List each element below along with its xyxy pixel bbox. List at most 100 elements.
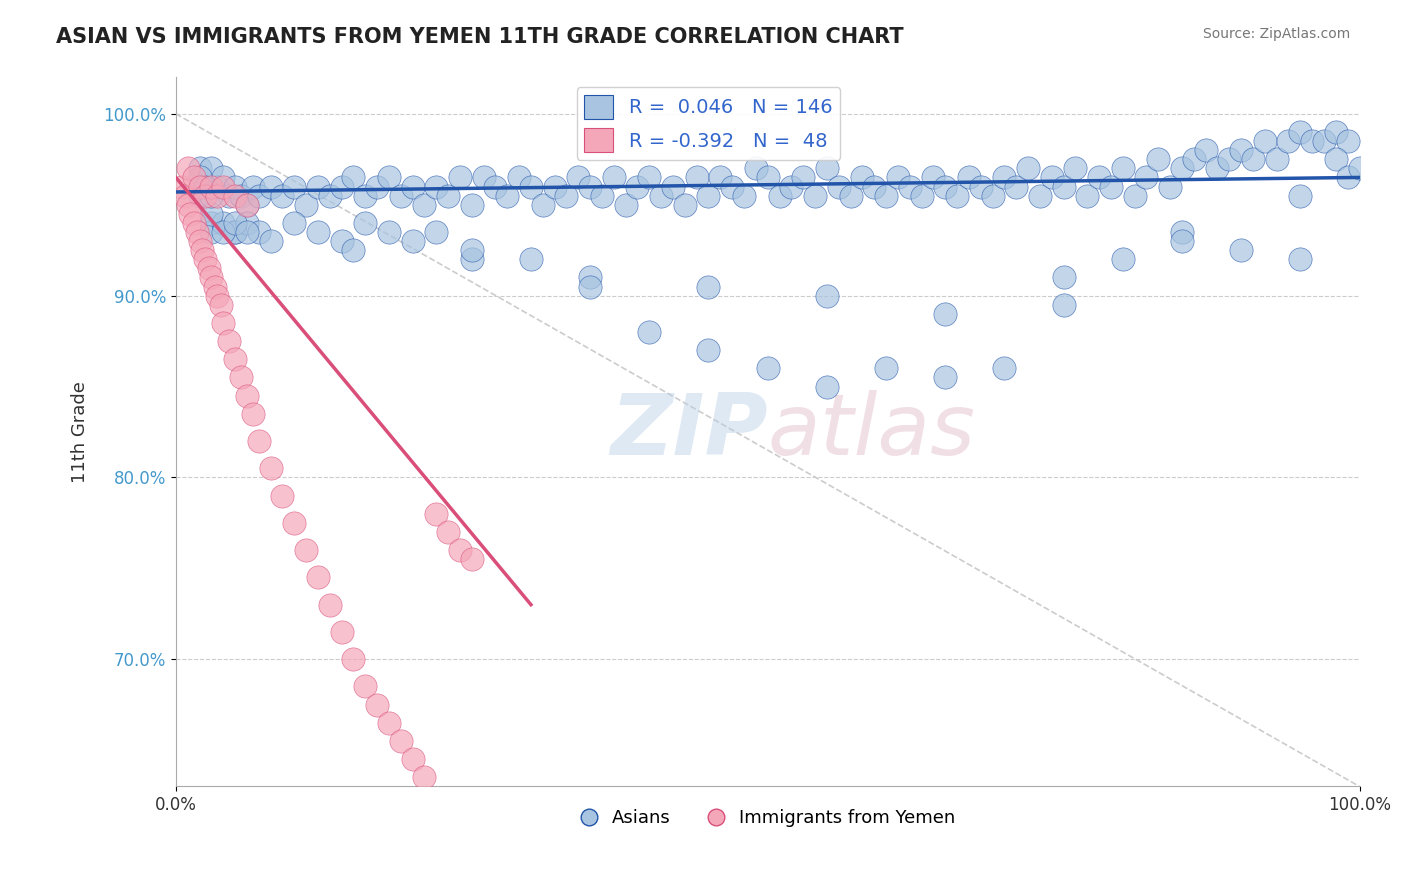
Point [520, 179, 543, 194]
Point [875, 188, 897, 202]
Point [662, 179, 685, 194]
Point [194, 179, 217, 194]
Point [697, 279, 720, 293]
Point [449, 170, 471, 185]
Point [200, 161, 222, 176]
Point [1064, 161, 1087, 176]
Point [851, 170, 873, 185]
Point [271, 489, 294, 503]
Point [209, 298, 232, 312]
Point [461, 252, 484, 267]
Point [354, 216, 377, 230]
Point [236, 388, 259, 402]
Point [1324, 153, 1347, 167]
Point [295, 543, 318, 558]
Point [224, 225, 246, 239]
Point [283, 179, 305, 194]
Point [934, 370, 956, 384]
Point [697, 343, 720, 358]
Point [188, 161, 211, 176]
Point [721, 179, 744, 194]
Point [188, 234, 211, 248]
Point [685, 170, 707, 185]
Point [1206, 161, 1229, 176]
Point [183, 216, 205, 230]
Point [319, 188, 342, 202]
Point [1230, 243, 1253, 257]
Point [815, 288, 838, 302]
Point [1112, 161, 1135, 176]
Point [183, 170, 205, 185]
Point [307, 179, 329, 194]
Point [1171, 225, 1194, 239]
Point [1313, 134, 1336, 148]
Point [815, 379, 838, 393]
Point [218, 334, 240, 348]
Point [342, 652, 364, 666]
Y-axis label: 11th Grade: 11th Grade [72, 381, 89, 483]
Point [295, 197, 318, 211]
Point [1289, 125, 1312, 139]
Point [194, 179, 217, 194]
Text: ASIAN VS IMMIGRANTS FROM YEMEN 11TH GRADE CORRELATION CHART: ASIAN VS IMMIGRANTS FROM YEMEN 11TH GRAD… [56, 27, 904, 46]
Point [638, 170, 661, 185]
Point [170, 179, 193, 194]
Point [1289, 188, 1312, 202]
Point [191, 243, 214, 257]
Point [242, 179, 264, 194]
Point [1159, 179, 1181, 194]
Point [179, 207, 201, 221]
Point [259, 234, 281, 248]
Point [389, 188, 412, 202]
Point [1182, 153, 1205, 167]
Point [508, 170, 530, 185]
Point [567, 170, 589, 185]
Point [1147, 153, 1170, 167]
Point [1171, 234, 1194, 248]
Point [236, 197, 259, 211]
Text: ZIP: ZIP [610, 391, 768, 474]
Point [449, 543, 471, 558]
Point [354, 680, 377, 694]
Point [218, 188, 240, 202]
Point [1337, 170, 1360, 185]
Point [229, 188, 252, 202]
Point [887, 170, 910, 185]
Point [1241, 153, 1264, 167]
Point [756, 170, 779, 185]
Point [934, 307, 956, 321]
Point [745, 161, 768, 176]
Point [1171, 161, 1194, 176]
Point [1289, 252, 1312, 267]
Point [1123, 188, 1146, 202]
Text: atlas: atlas [768, 391, 976, 474]
Point [188, 179, 211, 194]
Point [591, 188, 613, 202]
Point [1052, 298, 1074, 312]
Point [259, 461, 281, 475]
Point [910, 188, 932, 202]
Point [804, 188, 827, 202]
Point [236, 197, 259, 211]
Point [425, 179, 447, 194]
Point [212, 179, 235, 194]
Point [898, 179, 921, 194]
Point [330, 234, 353, 248]
Point [247, 225, 270, 239]
Point [650, 188, 672, 202]
Point [768, 188, 790, 202]
Point [815, 161, 838, 176]
Point [1029, 188, 1052, 202]
Point [461, 243, 484, 257]
Point [709, 170, 731, 185]
Point [224, 188, 246, 202]
Point [839, 188, 862, 202]
Point [271, 188, 294, 202]
Point [283, 516, 305, 530]
Point [401, 179, 423, 194]
Point [207, 179, 229, 194]
Point [1017, 161, 1039, 176]
Point [697, 188, 720, 202]
Point [828, 179, 851, 194]
Point [792, 170, 814, 185]
